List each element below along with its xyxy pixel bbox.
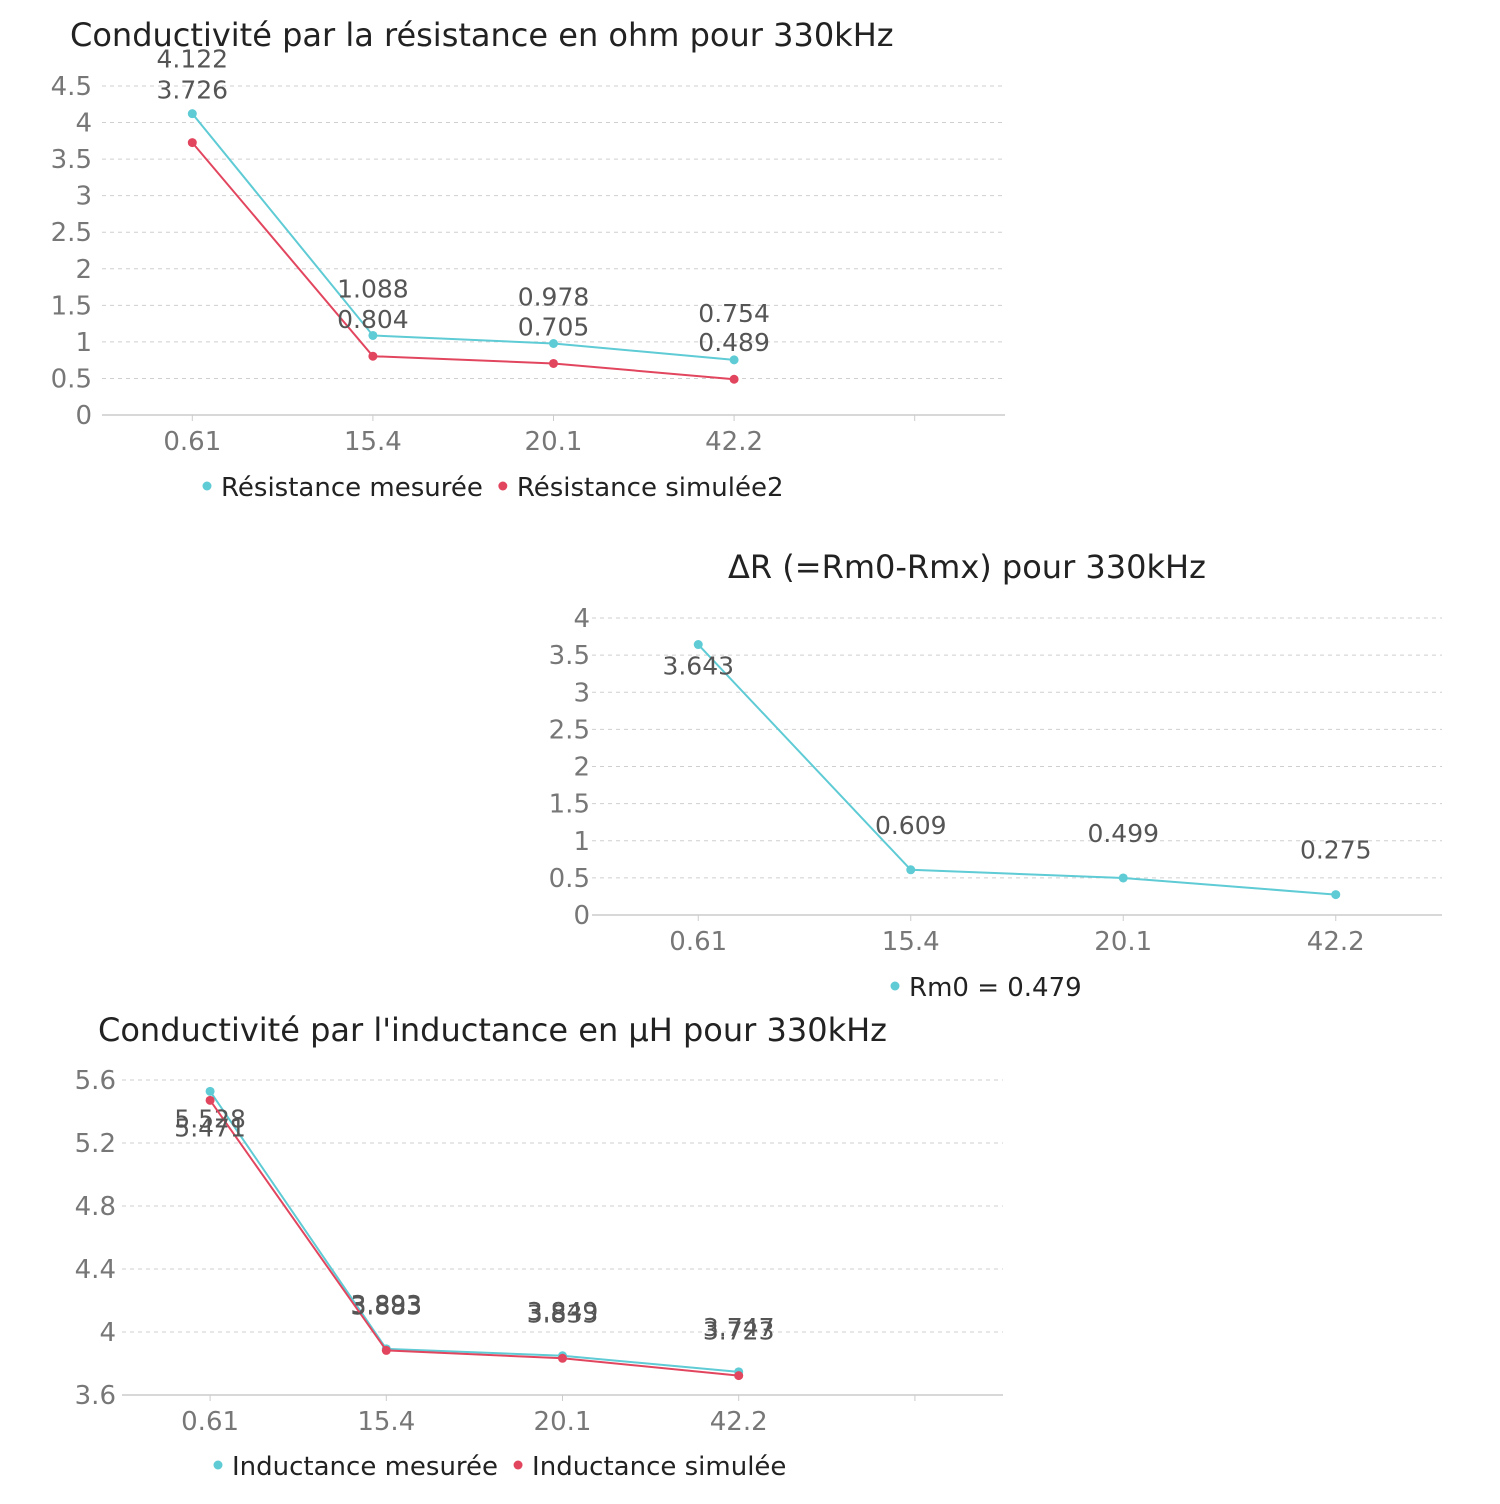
y-tick-label: 0 [75, 401, 92, 431]
y-tick-label: 0 [573, 901, 590, 931]
y-tick-label: 1.5 [51, 291, 92, 321]
data-label: 0.754 [698, 299, 770, 328]
data-point [368, 330, 378, 340]
legend-marker [498, 481, 508, 491]
data-label: 3.893 [351, 1290, 423, 1319]
data-point [729, 355, 739, 365]
y-tick-label: 3.6 [75, 1381, 116, 1411]
data-point [205, 1086, 215, 1096]
data-point [693, 640, 703, 650]
x-tick-label: 15.4 [344, 427, 402, 457]
data-label: 0.804 [337, 305, 409, 334]
inductance-plot: 3.6 4 4.4 4.8 5.2 5.6 0.61 15.4 20.1 42.2 5.528 3.8… [75, 1066, 1003, 1482]
delta-r-chart: ΔR (=Rm0-Rmx) pour 330kHz 0 0.5 1 1.5 2 2.5 3 3… [500, 530, 1460, 1020]
data-label: 4.122 [157, 45, 229, 74]
series-line [191, 141, 735, 381]
x-tick-label: 42.2 [705, 427, 763, 457]
legend-marker [513, 1460, 523, 1470]
legend-label: Résistance mesurée [221, 473, 483, 503]
data-label: 3.883 [351, 1291, 423, 1320]
y-tick-label: 4 [75, 109, 92, 139]
chart-title: ΔR (=Rm0-Rmx) pour 330kHz [728, 548, 1206, 586]
legend-label: Inductance mesurée [232, 1452, 498, 1482]
data-label: 3.833 [527, 1299, 599, 1328]
data-label: 3.726 [157, 76, 229, 105]
data-label: 5.471 [174, 1113, 246, 1142]
y-tick-label: 0.5 [549, 864, 590, 894]
data-point [368, 351, 378, 361]
y-tick-label: 3 [75, 182, 92, 212]
legend-label: Résistance simulée2 [517, 473, 784, 503]
legend-marker [202, 481, 212, 491]
legend-label: Inductance simulée [532, 1452, 786, 1482]
chart-title: Conductivité par la résistance en ohm po… [70, 16, 894, 54]
x-tick-label: 0.61 [181, 1407, 239, 1437]
y-tick-label: 1.5 [549, 790, 590, 820]
data-point [187, 138, 197, 148]
y-tick-label: 3.5 [549, 641, 590, 671]
x-tick-label: 0.61 [163, 427, 221, 457]
series-line [209, 1090, 739, 1373]
x-tick-label: 15.4 [357, 1407, 415, 1437]
data-label: 0.489 [698, 328, 770, 357]
x-tick-label: 42.2 [1307, 927, 1365, 957]
y-tick-label: 2.5 [549, 715, 590, 745]
data-point [205, 1095, 215, 1105]
data-label: 0.275 [1300, 836, 1372, 865]
y-tick-label: 3 [573, 678, 590, 708]
data-point [558, 1353, 567, 1363]
data-point [187, 109, 197, 119]
y-tick-label: 4 [573, 604, 590, 634]
y-tick-label: 1 [75, 328, 92, 358]
data-label: 0.499 [1087, 819, 1159, 848]
data-point [1118, 873, 1128, 883]
legend-marker [890, 981, 900, 991]
data-point [906, 865, 916, 875]
data-label: 3.747 [703, 1313, 775, 1342]
resistance-chart: Conductivité par la résistance en ohm po… [0, 0, 1020, 515]
y-tick-label: 4.8 [75, 1192, 116, 1222]
y-tick-label: 5.2 [75, 1129, 116, 1159]
data-point [729, 374, 739, 384]
data-label: 0.609 [875, 811, 947, 840]
data-label: 5.528 [174, 1104, 246, 1133]
data-point [734, 1371, 744, 1381]
data-point [549, 338, 558, 348]
data-point [381, 1345, 391, 1355]
x-tick-label: 0.61 [669, 927, 727, 957]
series-line [209, 1099, 739, 1377]
delta-r-plot: 0 0.5 1 1.5 2 2.5 3 3.5 4 0.61 15.4 20.1 42.2 3.643 0.… [549, 604, 1442, 1003]
x-tick-label: 20.1 [1094, 927, 1152, 957]
data-point [1331, 890, 1341, 900]
resistance-plot: 0 0.5 1 1.5 2 2.5 3 3.5 4 4.5 0.61 15.4 20.1 42.2 4.12… [51, 45, 1005, 503]
legend-marker [213, 1460, 223, 1470]
data-label: 0.978 [518, 282, 590, 311]
y-tick-label: 0.5 [51, 364, 92, 394]
y-tick-label: 2 [573, 753, 590, 783]
x-tick-label: 15.4 [882, 927, 940, 957]
data-label: 3.849 [527, 1297, 599, 1326]
y-tick-label: 3.5 [51, 145, 92, 175]
series-line [697, 643, 1336, 896]
y-tick-label: 5.6 [75, 1066, 116, 1096]
y-tick-label: 4 [99, 1318, 116, 1348]
data-label: 3.723 [703, 1317, 775, 1346]
data-label: 0.705 [518, 312, 590, 341]
data-point [549, 358, 558, 368]
series-line [191, 113, 735, 361]
y-tick-label: 2 [75, 255, 92, 285]
inductance-chart: Conductivité par l'inductance en µH pour… [0, 1005, 1020, 1500]
y-tick-label: 1 [573, 827, 590, 857]
y-tick-label: 4.4 [75, 1255, 116, 1285]
y-tick-label: 2.5 [51, 218, 92, 248]
x-tick-label: 20.1 [534, 1407, 592, 1437]
legend-label: Rm0 = 0.479 [909, 973, 1082, 1003]
x-tick-label: 20.1 [525, 427, 583, 457]
chart-title: Conductivité par l'inductance en µH pour… [98, 1011, 887, 1049]
x-tick-label: 42.2 [710, 1407, 768, 1437]
y-tick-label: 4.5 [51, 72, 92, 102]
data-label: 3.643 [662, 652, 734, 681]
data-label: 1.088 [337, 274, 409, 303]
